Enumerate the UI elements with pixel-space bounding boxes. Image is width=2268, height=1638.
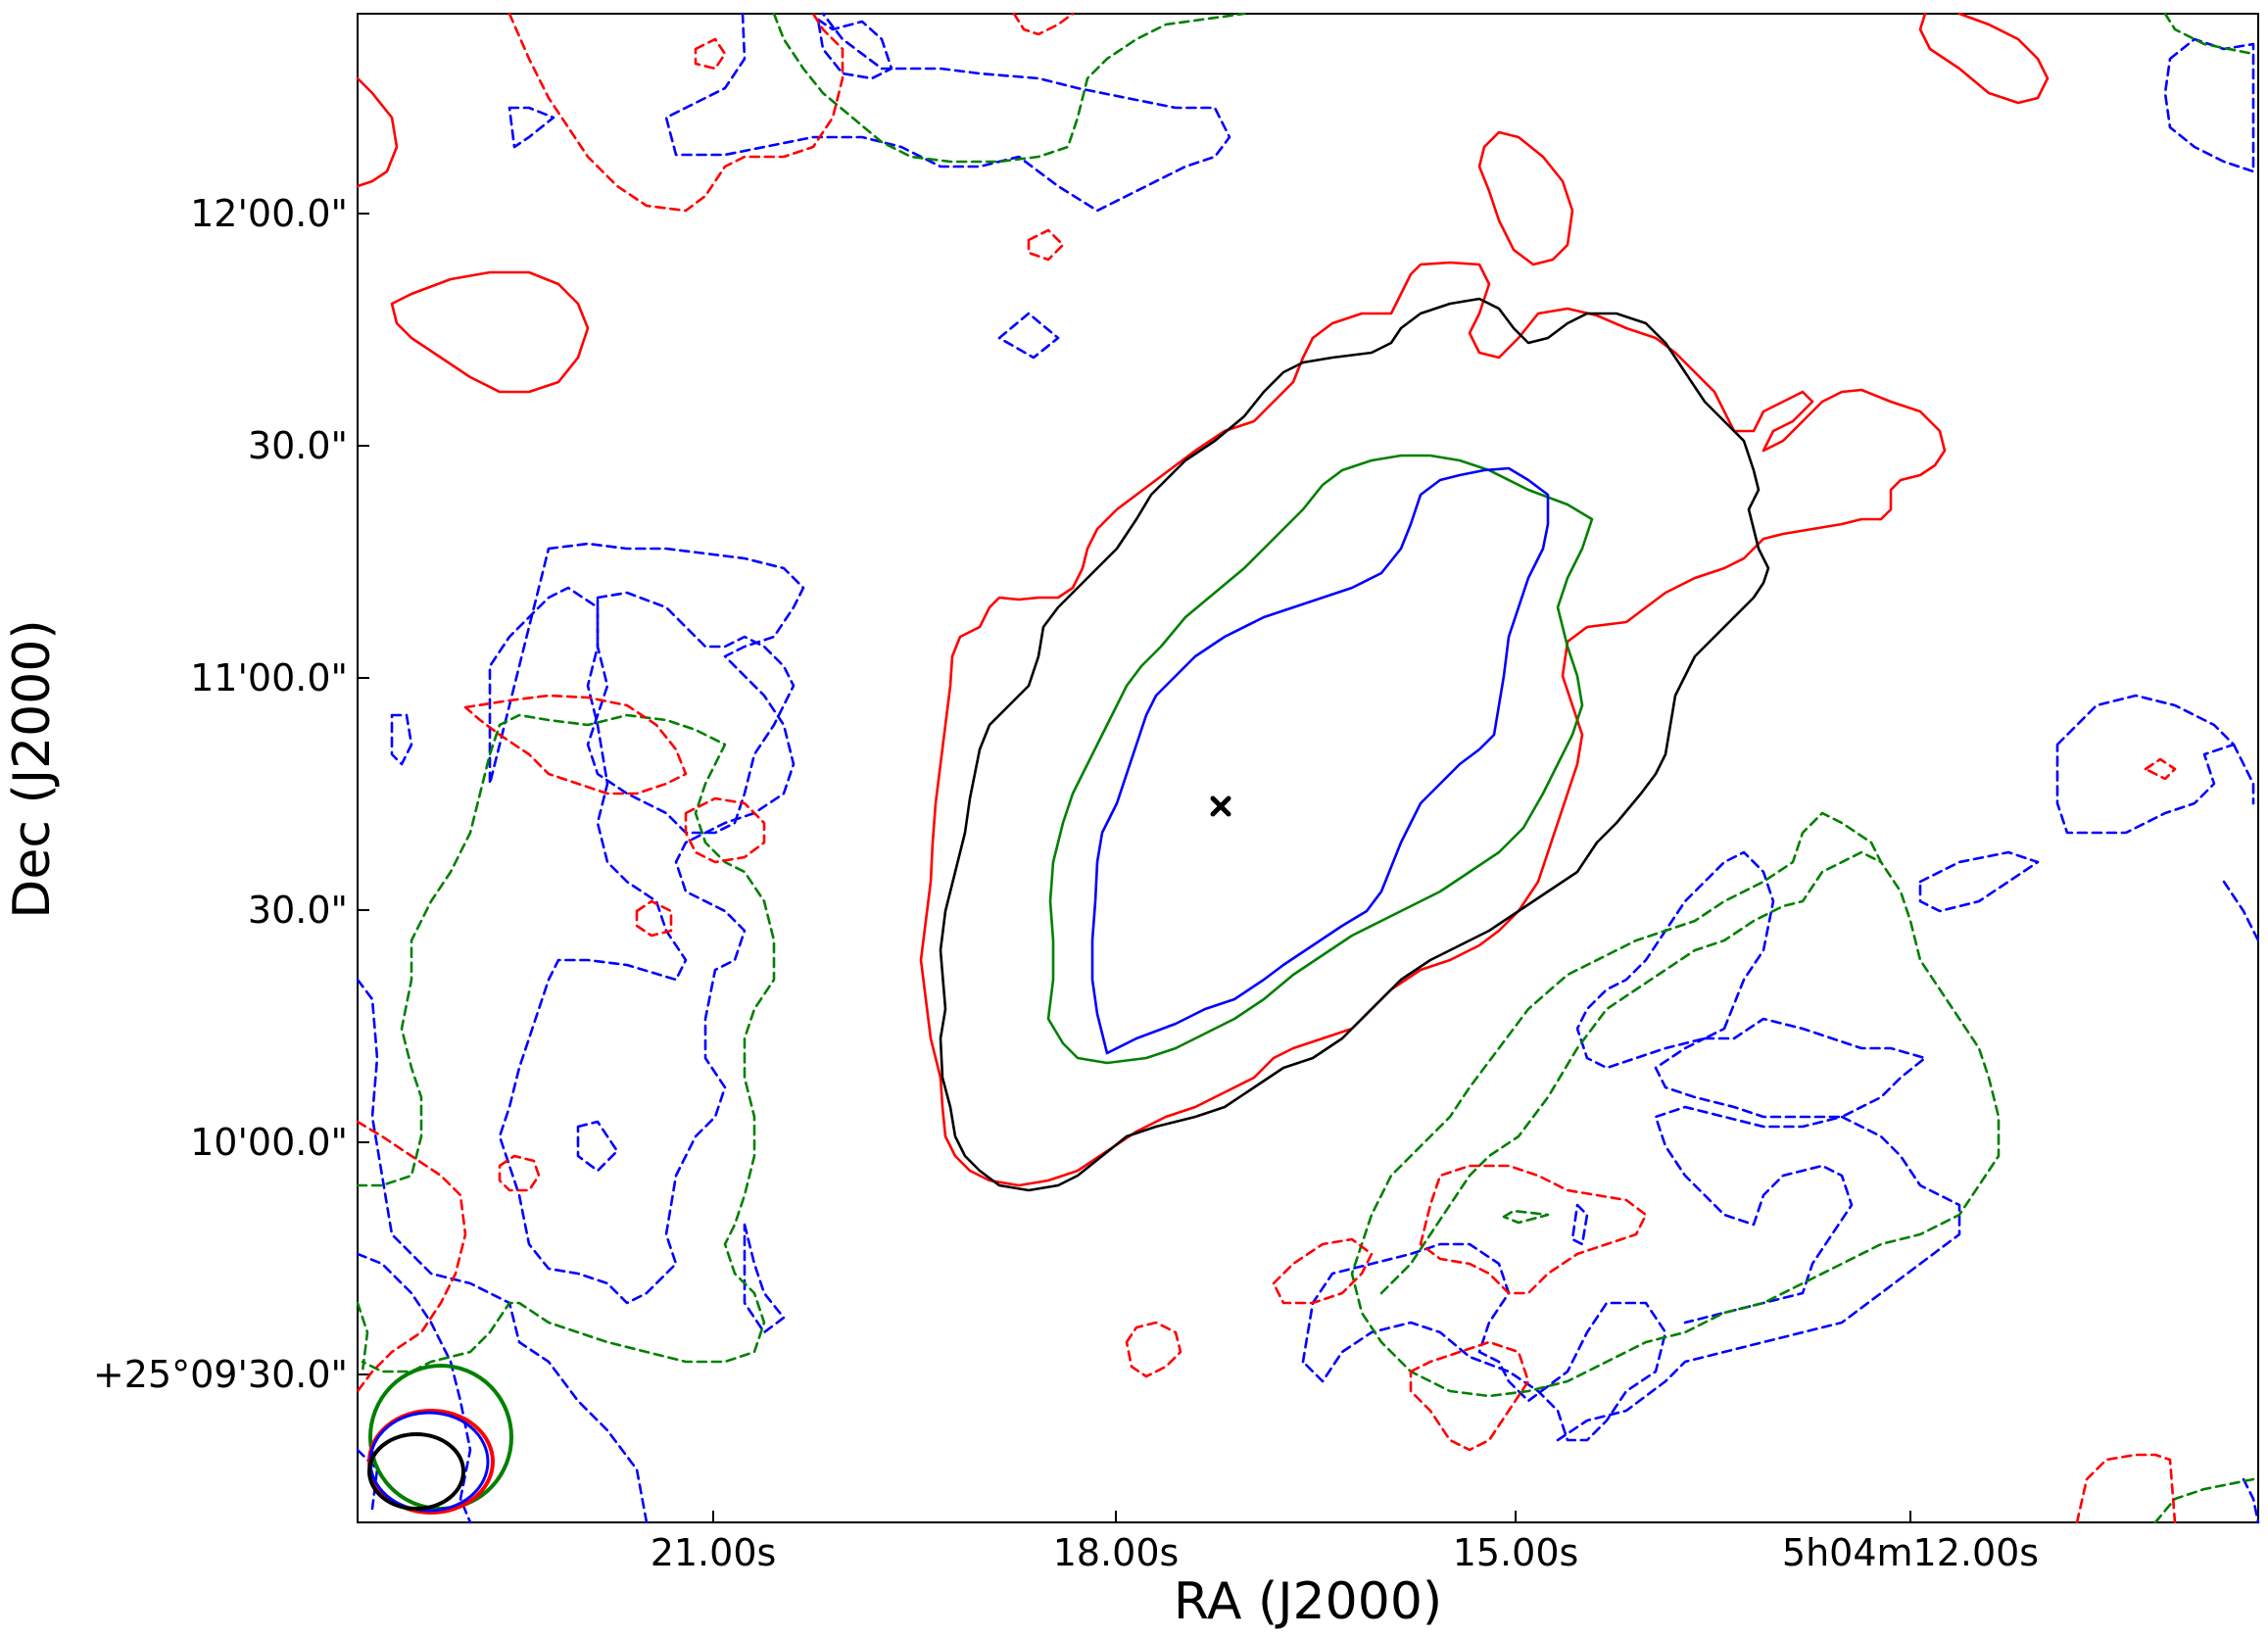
blue-dashed-contour [2242, 1477, 2260, 1524]
blue-dashed-contour [488, 542, 805, 1305]
green-dashed-contour [1502, 1209, 1550, 1225]
red-dashed-contour [635, 899, 673, 938]
blue-dashed-contour [1556, 1105, 1961, 1442]
blue-dashed-contour [664, 12, 1231, 213]
blue-dashed-contour [356, 1252, 472, 1524]
blue-dashed-contour [507, 106, 555, 149]
red-dashed-contour [684, 796, 766, 864]
blue-dashed-contour [1575, 850, 1775, 1070]
red-solid-contour [356, 76, 399, 188]
red-solid-contour [390, 270, 590, 394]
beam-ellipse-blue [368, 1411, 490, 1513]
x-axis-title: RA (J2000) [1174, 1572, 1442, 1631]
red-dashed-contours [356, 12, 2177, 1524]
plot-frame [357, 13, 2259, 1523]
blue-dashed-contour [576, 1120, 619, 1173]
green-dashed-contour [356, 713, 776, 1373]
blue-dashed-contour [356, 1448, 379, 1511]
green-dashed-contour [2163, 12, 2255, 56]
blue-dashed-contour [1301, 1242, 1667, 1442]
x-tick-label: 15.00s [1453, 1531, 1579, 1574]
red-dashed-contour [1272, 1237, 1374, 1305]
blue-solid-contour [1090, 466, 1550, 1055]
red-dashed-contour [507, 12, 844, 213]
beam-ellipse-green [368, 1364, 513, 1511]
red-dashed-contour [694, 37, 727, 71]
red-dashed-contour [1012, 12, 1075, 36]
y-tick-label: 30.0" [248, 889, 348, 932]
green-dashed-contour [2153, 1477, 2255, 1524]
red-solid-contour [1918, 12, 2050, 105]
blue-dashed-contour [1654, 1017, 1927, 1119]
red-dashed-contour [356, 1120, 467, 1393]
beam-ellipses [367, 1364, 513, 1515]
y-tick-label: 10'00.0" [190, 1121, 348, 1164]
x-tick-label: 5h04m12.00s [1782, 1531, 2039, 1574]
black-solid-contours [939, 297, 1770, 1192]
red-dashed-contour [2075, 1453, 2177, 1524]
y-tick-label: 30.0" [248, 424, 348, 467]
red-dashed-contour [2144, 757, 2177, 781]
green-dashed-contours [356, 12, 2255, 1524]
green-solid-contours [1046, 454, 1594, 1065]
blue-dashed-contour [743, 1223, 786, 1334]
red-dashed-contour [1409, 1340, 1530, 1452]
blue-dashed-contour [586, 591, 796, 835]
x-tick-label: 18.00s [1053, 1531, 1180, 1574]
red-dashed-contour [1419, 1164, 1648, 1295]
blue-dashed-contours [356, 12, 2260, 1524]
blue-dashed-contour [356, 978, 649, 1524]
green-dashed-contour [772, 12, 1246, 164]
source-x-marker [1210, 795, 1231, 817]
blue-solid-contours [1090, 466, 1550, 1055]
green-dashed-contour [356, 1301, 369, 1373]
blue-dashed-contour [816, 18, 893, 80]
y-tick-label: 11'00.0" [190, 656, 348, 699]
red-solid-contour [919, 261, 1947, 1187]
blue-dashed-contour [1570, 1203, 1589, 1246]
red-solid-contours [356, 12, 2050, 1187]
y-axis-title: Dec (J2000) [3, 619, 62, 918]
blue-dashed-contour [997, 312, 1060, 360]
x-tick-label: 21.00s [651, 1531, 777, 1574]
blue-dashed-contour [2222, 880, 2260, 942]
tick-marks [358, 213, 1911, 1522]
green-dashed-contour [1350, 811, 2001, 1398]
red-dashed-contour [1125, 1321, 1182, 1378]
blue-dashed-contour [2232, 743, 2255, 805]
red-dashed-contour [1027, 228, 1065, 262]
y-tick-label: 12'00.0" [190, 192, 348, 235]
red-solid-contour [1477, 130, 1574, 266]
beam-ellipse-black [367, 1432, 465, 1511]
red-dashed-contour [463, 694, 688, 795]
red-dashed-contour [498, 1154, 541, 1192]
blue-dashed-contour [2163, 37, 2255, 173]
black-solid-contour [939, 297, 1770, 1192]
blue-dashed-contour [1918, 850, 2040, 913]
green-solid-contour [1046, 454, 1594, 1065]
blue-dashed-contour [390, 713, 413, 766]
y-tick-label: +25°09'30.0" [93, 1353, 348, 1396]
blue-dashed-contour [2055, 694, 2236, 835]
